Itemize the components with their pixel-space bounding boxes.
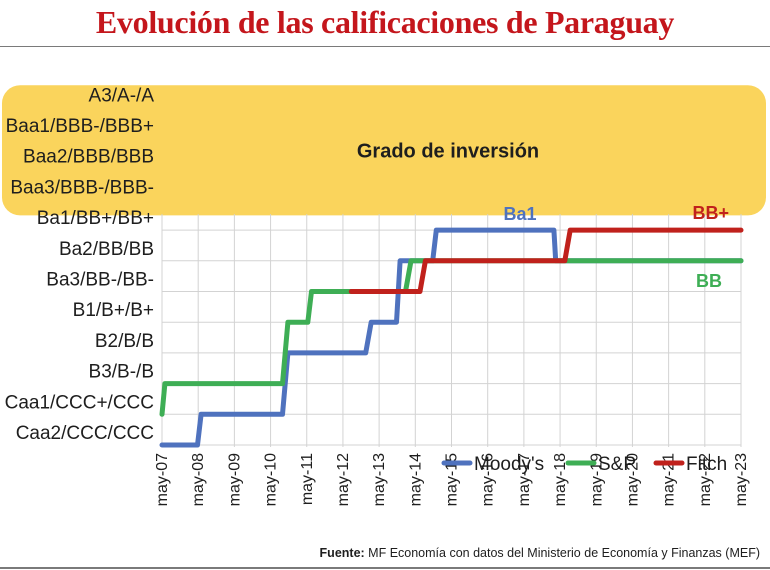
y-tick-label: Ba2/BB/BB	[59, 239, 154, 260]
x-tick-label: may-07	[154, 453, 171, 506]
x-tick-label: may-19	[588, 453, 605, 506]
y-tick-label: Baa1/BBB-/BBB+	[6, 116, 154, 137]
annotation-label: BB	[696, 271, 722, 291]
y-tick-label: Baa2/BBB/BBB	[23, 147, 154, 168]
y-tick-label: Ba1/BB+/BB+	[37, 208, 154, 229]
y-tick-label: B3/B-/B	[89, 362, 154, 383]
x-tick-label: may-10	[263, 453, 280, 506]
source-note: Fuente: MF Economía con datos del Minist…	[320, 546, 760, 560]
investment-grade-band	[2, 85, 766, 216]
x-tick-label: may-08	[190, 453, 207, 506]
x-tick-label: may-11	[299, 453, 316, 505]
legend-entry: Fitch	[686, 454, 727, 475]
x-tick-label: may-14	[407, 453, 424, 506]
x-tick-label: may-23	[733, 453, 750, 506]
series-line-sp	[159, 258, 744, 417]
source-text: MF Economía con datos del Ministerio de …	[368, 546, 760, 560]
annotation-label: Ba1	[503, 204, 536, 224]
x-tick-label: may-09	[226, 453, 243, 506]
x-tick-label: may-22	[697, 453, 714, 506]
chart-title: Evolución de las calificaciones de Parag…	[95, 4, 675, 40]
series-line-fitch	[348, 227, 744, 294]
title-divider	[0, 46, 770, 47]
y-tick-label: Ba3/BB-/BB-	[46, 270, 154, 291]
band-label: Grado de inversión	[357, 140, 539, 162]
x-tick-label: may-13	[371, 453, 388, 506]
x-tick-label: may-12	[335, 453, 352, 506]
y-tick-label: Caa2/CCC/CCC	[16, 423, 154, 444]
y-tick-label: Baa3/BBB-/BBB-	[10, 177, 154, 198]
footer-divider	[0, 567, 770, 569]
source-label: Fuente:	[319, 546, 365, 560]
x-tick-label: may-20	[624, 453, 641, 506]
legend-entry: Moody's	[474, 454, 544, 475]
y-tick-label: B2/B/B	[95, 331, 154, 352]
y-tick-label: B1/B+/B+	[73, 300, 154, 321]
x-tick-label: may-15	[444, 453, 461, 506]
x-tick-label: may-17	[516, 453, 533, 506]
x-tick-label: may-18	[552, 453, 569, 506]
legend-entry: S&P	[598, 454, 636, 475]
y-tick-label: Caa1/CCC+/CCC	[5, 392, 154, 413]
series-line-moodys	[159, 227, 744, 448]
x-tick-label: may-21	[661, 453, 678, 506]
y-tick-label: A3/A-/A	[89, 85, 155, 106]
x-tick-label: may-16	[480, 453, 497, 506]
annotation-label: BB+	[692, 203, 729, 223]
